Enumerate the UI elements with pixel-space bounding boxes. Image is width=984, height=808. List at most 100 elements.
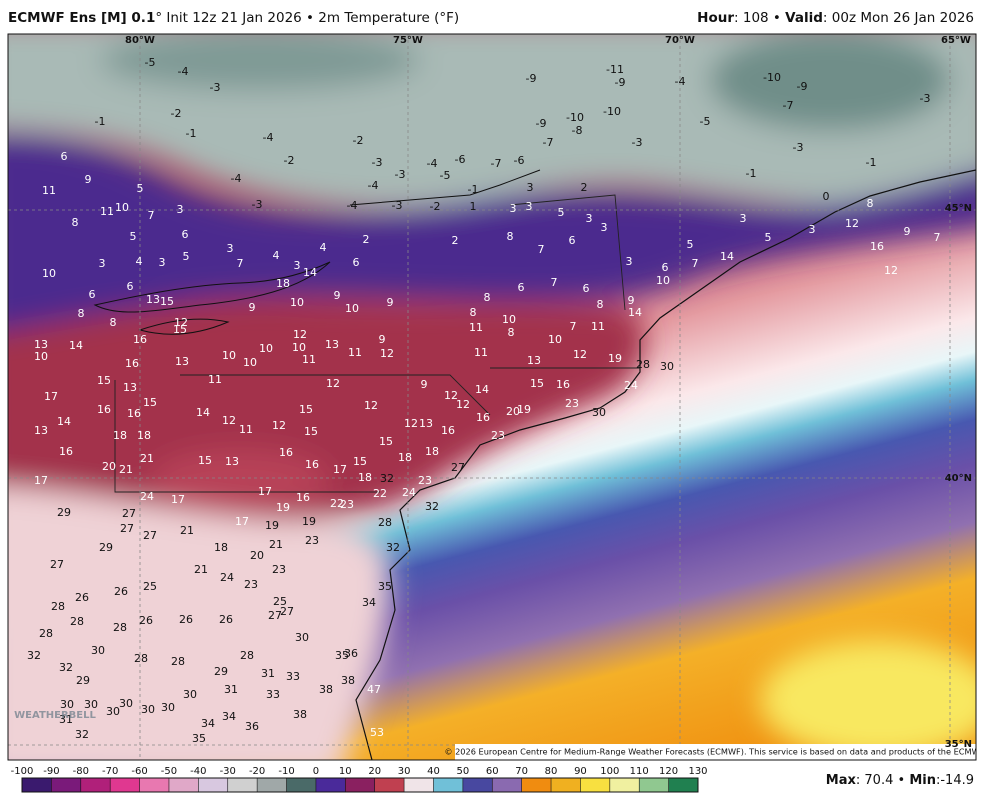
colorbar-tick-label: 60 xyxy=(486,766,499,777)
temperature-label: 28 xyxy=(51,600,65,613)
temperature-label: 14 xyxy=(69,339,83,352)
temperature-label: 38 xyxy=(319,683,333,696)
colorbar-segment xyxy=(286,778,316,792)
temperature-label: -5 xyxy=(145,56,156,69)
title: ECMWF Ens [M] 0.1° Init 12z 21 Jan 2026 … xyxy=(8,10,459,26)
temperature-label: 5 xyxy=(765,231,772,244)
temperature-label: 29 xyxy=(214,665,228,678)
lon-label: 65°W xyxy=(941,35,971,46)
copyright: © 2026 European Centre for Medium-Range … xyxy=(444,747,984,757)
temperature-label: 27 xyxy=(268,609,282,622)
title-rest: ° Init 12z 21 Jan 2026 • 2m Temperature … xyxy=(155,10,459,26)
temperature-label: 36 xyxy=(245,720,259,733)
temperature-label: 27 xyxy=(143,529,157,542)
temperature-label: 31 xyxy=(261,667,275,680)
colorbar-segment xyxy=(374,778,405,792)
temperature-label: 26 xyxy=(179,613,193,626)
colorbar-segment xyxy=(80,778,111,792)
temperature-label: 6 xyxy=(61,150,68,163)
colorbar-segment xyxy=(404,778,434,792)
colorbar-tick-label: -90 xyxy=(43,766,59,777)
max-min: Max: 70.4 • Min:-14.9 xyxy=(826,773,974,788)
temperature-label: -3 xyxy=(392,199,403,212)
title-bold: ECMWF Ens [M] 0.1 xyxy=(8,10,155,26)
temperature-label: 28 xyxy=(113,621,127,634)
temperature-label: 30 xyxy=(161,701,175,714)
temperature-label: 17 xyxy=(235,515,249,528)
temperature-label: 10 xyxy=(502,313,516,326)
temperature-label: 32 xyxy=(27,649,41,662)
temperature-label: 25 xyxy=(143,580,157,593)
temperature-label: 7 xyxy=(148,209,155,222)
temperature-label: 28 xyxy=(240,649,254,662)
temperature-label: -3 xyxy=(920,92,931,105)
lon-label: 80°W xyxy=(125,35,155,46)
temperature-label: 21 xyxy=(180,524,194,537)
min-label: Min xyxy=(909,773,936,788)
temperature-label: 23 xyxy=(305,534,319,547)
temperature-label: -4 xyxy=(427,157,438,170)
temperature-label: 3 xyxy=(177,203,184,216)
max-value: 70.4 xyxy=(864,773,893,788)
temperature-label: -7 xyxy=(491,157,502,170)
temperature-label: 38 xyxy=(341,674,355,687)
colorbar-tick-label: 100 xyxy=(600,766,619,777)
temperature-label: 28 xyxy=(636,358,650,371)
map-frame xyxy=(7,33,977,761)
lat-label: 35°N xyxy=(945,739,972,750)
temperature-label: 15 xyxy=(198,454,212,467)
warm-core xyxy=(760,640,976,760)
temperature-label: 11 xyxy=(239,423,253,436)
temperature-label: 30 xyxy=(295,631,309,644)
temperature-label: 3 xyxy=(294,259,301,272)
temperature-label: 6 xyxy=(353,256,360,269)
temperature-label: 10 xyxy=(548,333,562,346)
colorbar-segment xyxy=(315,778,346,792)
colorbar-tick-label: 10 xyxy=(339,766,352,777)
temperature-label: -8 xyxy=(572,124,583,137)
temperature-label: 9 xyxy=(904,225,911,238)
temperature-label: 21 xyxy=(119,463,133,476)
lon-label: 75°W xyxy=(393,35,423,46)
temperature-label: -3 xyxy=(210,81,221,94)
temperature-label: -2 xyxy=(430,200,441,213)
temperature-label: 6 xyxy=(662,261,669,274)
temperature-label: 11 xyxy=(474,346,488,359)
temperature-label: -10 xyxy=(763,71,781,84)
hour-label: Hour xyxy=(697,10,734,26)
watermark: WEATHERBELL xyxy=(14,710,96,721)
temperature-label: 7 xyxy=(538,243,545,256)
temperature-label: 24 xyxy=(402,486,416,499)
state-border xyxy=(114,194,640,493)
map: -5-4-3-1-2-1 -4 -2-2 -3 -4 -6 -7 -6-4-4-3 -5-3 -4… xyxy=(8,34,984,760)
temperature-label: 6 xyxy=(182,228,189,241)
temperature-label: 11 xyxy=(348,346,362,359)
temperature-label: 6 xyxy=(569,234,576,247)
temperature-label: 7 xyxy=(570,320,577,333)
temperature-label: 10 xyxy=(222,349,236,362)
temperature-label: 8 xyxy=(72,216,79,229)
temperature-label: 27 xyxy=(451,461,465,474)
temperature-label: 19 xyxy=(276,501,290,514)
temperature-label: 11 xyxy=(302,353,316,366)
temperature-label: 10 xyxy=(345,302,359,315)
temperature-label: 24 xyxy=(140,490,154,503)
temperature-label: -2 xyxy=(171,107,182,120)
cool-band xyxy=(8,134,976,336)
temperature-label: 10 xyxy=(42,267,56,280)
temperature-label: 16 xyxy=(97,403,111,416)
temperature-label: 23 xyxy=(244,578,258,591)
temperature-label: 7 xyxy=(692,257,699,270)
temperature-label: 3 xyxy=(99,257,106,270)
temperature-label: 38 xyxy=(293,708,307,721)
temperature-label: -4 xyxy=(675,75,686,88)
temperature-label: -1 xyxy=(866,156,877,169)
valid-info: Hour: 108 • Valid: 00z Mon 26 Jan 2026 xyxy=(697,10,974,26)
colorbar-segment xyxy=(227,778,258,792)
temperature-label: 2 xyxy=(581,181,588,194)
temperature-label: 23 xyxy=(565,397,579,410)
colorbar-tick-label: -100 xyxy=(11,766,34,777)
temperature-label: 11 xyxy=(42,184,56,197)
temperature-label: 10 xyxy=(290,296,304,309)
temperature-label: 30 xyxy=(660,360,674,373)
